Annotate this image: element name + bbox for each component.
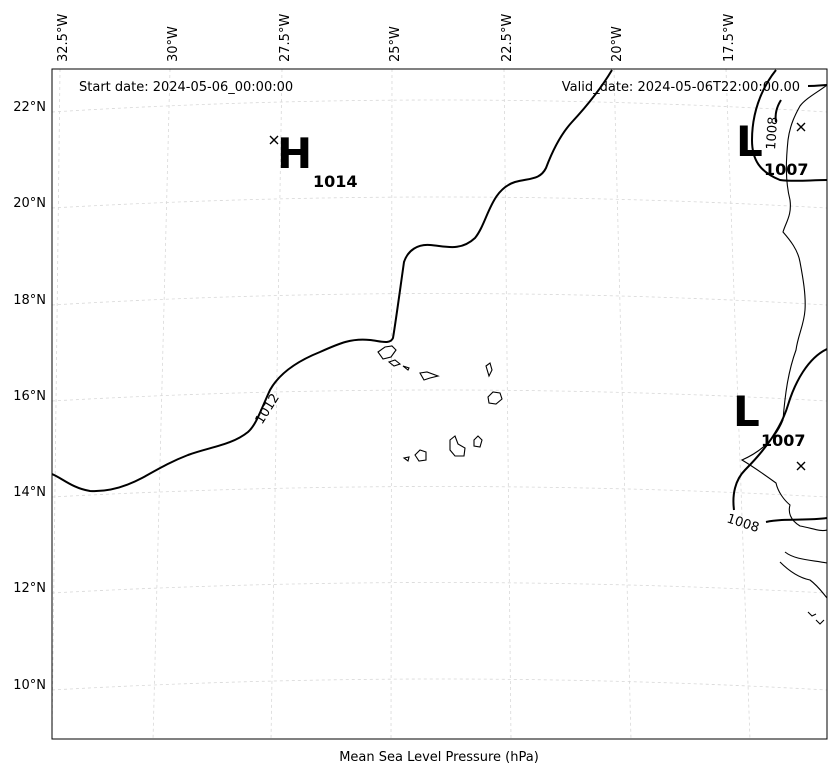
cape-verde-islands — [377, 345, 503, 462]
valid-date-label: Valid_date: 2024-05-06T22:00:00.00 — [562, 80, 800, 95]
lon-label: 25°W — [388, 26, 403, 62]
lon-label: 20°W — [610, 26, 625, 62]
lon-label: 32.5°W — [56, 14, 71, 62]
center-markers — [269, 122, 806, 471]
map-area: 1012 1008 1008 H 1014 L 1007 L 1007 — [52, 69, 827, 739]
lat-label: 16°N — [13, 389, 46, 404]
isobar-1012 — [52, 69, 613, 493]
high-pressure-letter: H — [277, 129, 312, 178]
lat-label: 12°N — [13, 581, 46, 596]
high-pressure-value: 1014 — [313, 172, 358, 191]
contour-label: 1012 — [253, 391, 283, 427]
coastline-senegambia — [784, 551, 827, 564]
isobar-1008-inner — [774, 99, 782, 123]
lon-label: 30°W — [166, 26, 181, 62]
low-pressure-letter: L — [736, 117, 763, 166]
lat-label: 22°N — [13, 100, 46, 115]
lon-label: 22.5°W — [500, 14, 515, 62]
coastline-africa — [740, 84, 827, 532]
map-frame — [51, 68, 828, 740]
lat-label: 14°N — [13, 485, 46, 500]
low-center-marker — [796, 122, 806, 132]
high-center-marker — [269, 135, 279, 145]
low-pressure-letter: L — [733, 387, 760, 436]
start-date-label: Start date: 2024-05-06_00:00:00 — [79, 80, 293, 95]
isobar-1008-north — [750, 69, 827, 182]
map-caption: Mean Sea Level Pressure (hPa) — [339, 750, 539, 765]
coastline-guinea-islands — [807, 611, 825, 625]
low-pressure-value: 1007 — [761, 431, 806, 450]
coastline-guinea — [779, 561, 827, 599]
lat-label: 18°N — [13, 293, 46, 308]
lat-label: 10°N — [13, 678, 46, 693]
latitude-labels: 22°N 20°N 18°N 16°N 14°N 12°N 10°N — [13, 100, 46, 693]
lon-label: 17.5°W — [722, 14, 737, 62]
lon-label: 27.5°W — [278, 14, 293, 62]
contour-label: 1008 — [764, 116, 781, 150]
isobar-1008-south-branch — [765, 517, 827, 523]
longitude-labels: 32.5°W 30°W 27.5°W 25°W 22.5°W 20°W 17.5… — [56, 14, 737, 62]
low-pressure-value: 1007 — [764, 160, 809, 179]
graticule — [52, 69, 827, 739]
isobar-1008-north-branch — [807, 84, 827, 87]
low-center-marker — [796, 461, 806, 471]
lat-label: 20°N — [13, 196, 46, 211]
